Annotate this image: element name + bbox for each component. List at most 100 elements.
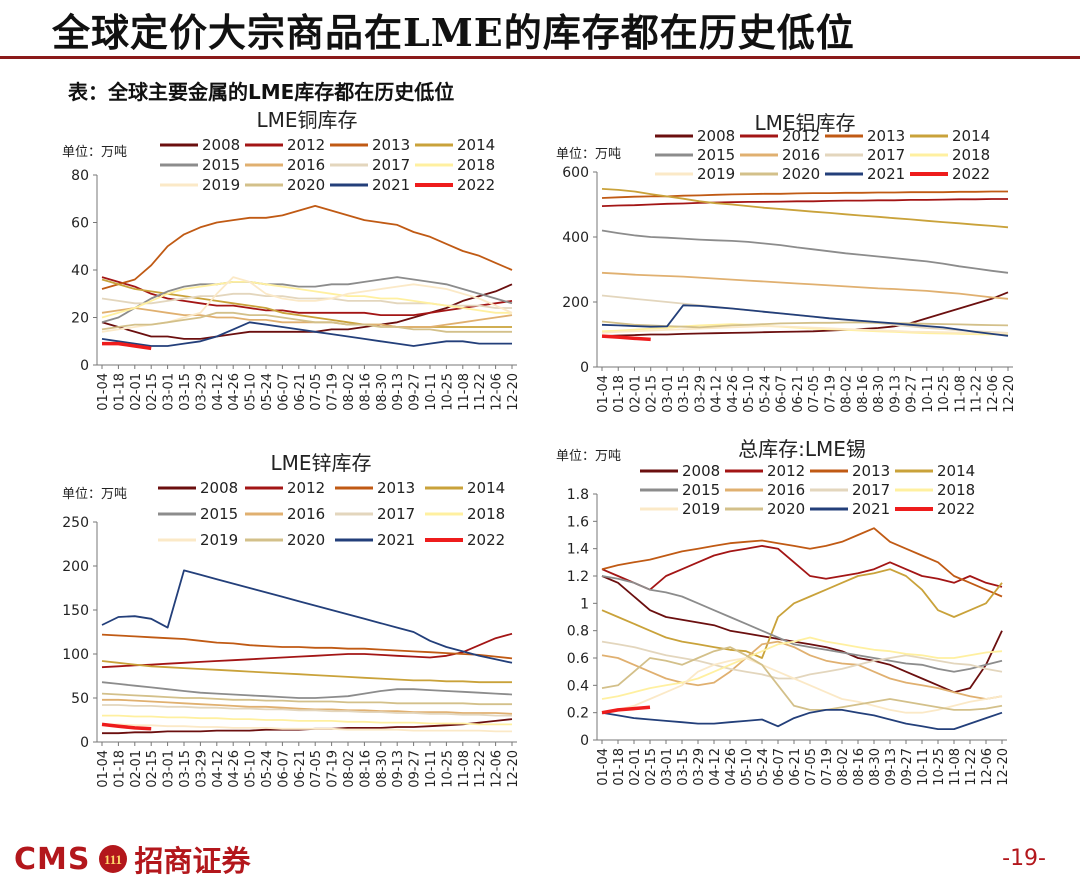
x-tick-label: 02-15 [145, 373, 160, 411]
legend-label-2019: 2019 [200, 531, 238, 549]
series-line-2022 [601, 705, 651, 715]
legend-label-2020: 2020 [767, 500, 805, 518]
x-tick-label: 07-05 [309, 750, 324, 788]
x-tick-label: 04-12 [211, 750, 226, 788]
legend-label-2018: 2018 [457, 156, 495, 174]
x-tick-label: 03-01 [661, 375, 676, 413]
chart-title: LME铝库存 [754, 111, 855, 135]
x-tick-label: 09-27 [905, 375, 920, 413]
unit-label: 单位：万吨 [556, 449, 621, 464]
y-tick-label: 0 [580, 733, 589, 749]
chart-title: LME铜库存 [256, 108, 357, 132]
legend-label-2008: 2008 [202, 136, 240, 154]
x-tick-label: 07-19 [326, 750, 341, 788]
chart-title: LME锌库存 [270, 451, 371, 475]
legend-label-2016: 2016 [767, 481, 805, 499]
x-tick-label: 04-26 [227, 373, 242, 411]
x-tick-label: 08-30 [375, 750, 390, 788]
x-tick-label: 06-07 [276, 750, 291, 788]
legend-label-2013: 2013 [372, 136, 410, 154]
unit-label: 单位：万吨 [556, 147, 621, 162]
legend-label-2021: 2021 [377, 531, 415, 549]
x-tick-label: 04-12 [708, 748, 723, 786]
x-tick-label: 11-22 [473, 373, 488, 411]
legend-label-2020: 2020 [782, 165, 820, 183]
x-tick-label: 07-05 [309, 373, 324, 411]
y-tick-label: 0.4 [567, 678, 589, 694]
series-line-2016 [101, 307, 513, 328]
x-tick-label: 11-08 [948, 748, 963, 786]
y-tick-label: 0.6 [567, 651, 589, 667]
series-line-2008 [101, 283, 513, 340]
legend-label-2021: 2021 [372, 176, 410, 194]
logo-brand: 招商证券 [134, 844, 251, 878]
svg-text:111: 111 [104, 852, 122, 867]
series-line-2020 [101, 311, 512, 333]
series-line-2008 [601, 291, 1009, 337]
legend-label-2015: 2015 [200, 505, 238, 523]
x-tick-label: 08-16 [852, 748, 867, 786]
series-line-2014 [601, 188, 1009, 229]
legend-label-2022: 2022 [952, 165, 990, 183]
series-line-2022 [101, 722, 152, 731]
x-tick-label: 12-06 [986, 375, 1001, 413]
y-tick-label: 0 [80, 358, 89, 374]
y-tick-label: 1.6 [567, 514, 589, 530]
x-tick-label: 05-10 [244, 750, 259, 788]
x-tick-label: 09-27 [408, 373, 423, 411]
series-line-2021 [601, 709, 1003, 730]
x-tick-label: 04-26 [726, 375, 741, 413]
x-tick-label: 01-18 [112, 750, 127, 788]
x-tick-label: 01-04 [596, 375, 611, 413]
series-line-2016 [601, 640, 1003, 700]
y-tick-label: 400 [562, 230, 589, 246]
unit-label: 单位：万吨 [62, 145, 127, 160]
x-tick-label: 11-08 [457, 373, 472, 411]
legend-label-2015: 2015 [682, 481, 720, 499]
legend-label-2013: 2013 [867, 127, 905, 145]
x-tick-label: 03-15 [676, 748, 691, 786]
logo-mark-icon: 111 [99, 845, 128, 873]
x-tick-label: 09-27 [900, 748, 915, 786]
x-tick-label: 08-02 [840, 375, 855, 413]
footer-logo: CMS 111 招商证券 [14, 838, 251, 880]
x-tick-label: 07-19 [326, 373, 341, 411]
series-line-2012 [601, 198, 1008, 207]
series-line-2018 [601, 636, 1003, 700]
x-tick-label: 05-24 [758, 375, 773, 413]
series-line-2012 [101, 276, 513, 317]
x-tick-label: 12-06 [980, 748, 995, 786]
logo-text: CMS [14, 841, 91, 877]
y-tick-label: 200 [562, 295, 589, 311]
y-tick-label: 60 [71, 216, 89, 232]
legend-label-2016: 2016 [287, 505, 325, 523]
series-line-2019 [601, 657, 1003, 714]
series-line-2013 [601, 190, 1008, 199]
series-line-2014 [101, 660, 512, 684]
x-tick-label: 11-08 [457, 750, 472, 788]
y-tick-label: 1.4 [567, 542, 589, 558]
x-tick-label: 10-11 [424, 373, 439, 411]
x-tick-label: 12-20 [506, 750, 521, 788]
x-tick-label: 08-30 [375, 373, 390, 411]
legend-label-2017: 2017 [852, 481, 890, 499]
series-line-2013 [101, 633, 513, 660]
x-tick-label: 03-01 [162, 373, 177, 411]
x-tick-label: 12-06 [490, 373, 505, 411]
chart-title: 总库存:LME锡 [738, 437, 866, 461]
x-tick-label: 11-22 [970, 375, 985, 413]
x-tick-label: 03-29 [693, 375, 708, 413]
series-line-2021 [101, 569, 513, 664]
legend-label-2020: 2020 [287, 176, 325, 194]
x-tick-label: 09-27 [408, 750, 423, 788]
legend-label-2019: 2019 [202, 176, 240, 194]
legend-label-2012: 2012 [782, 127, 820, 145]
legend-label-2018: 2018 [467, 505, 505, 523]
x-tick-label: 03-29 [194, 750, 209, 788]
y-tick-label: 80 [71, 168, 89, 184]
x-tick-label: 02-15 [145, 750, 160, 788]
x-tick-label: 05-10 [740, 748, 755, 786]
x-tick-label: 06-07 [775, 375, 790, 413]
